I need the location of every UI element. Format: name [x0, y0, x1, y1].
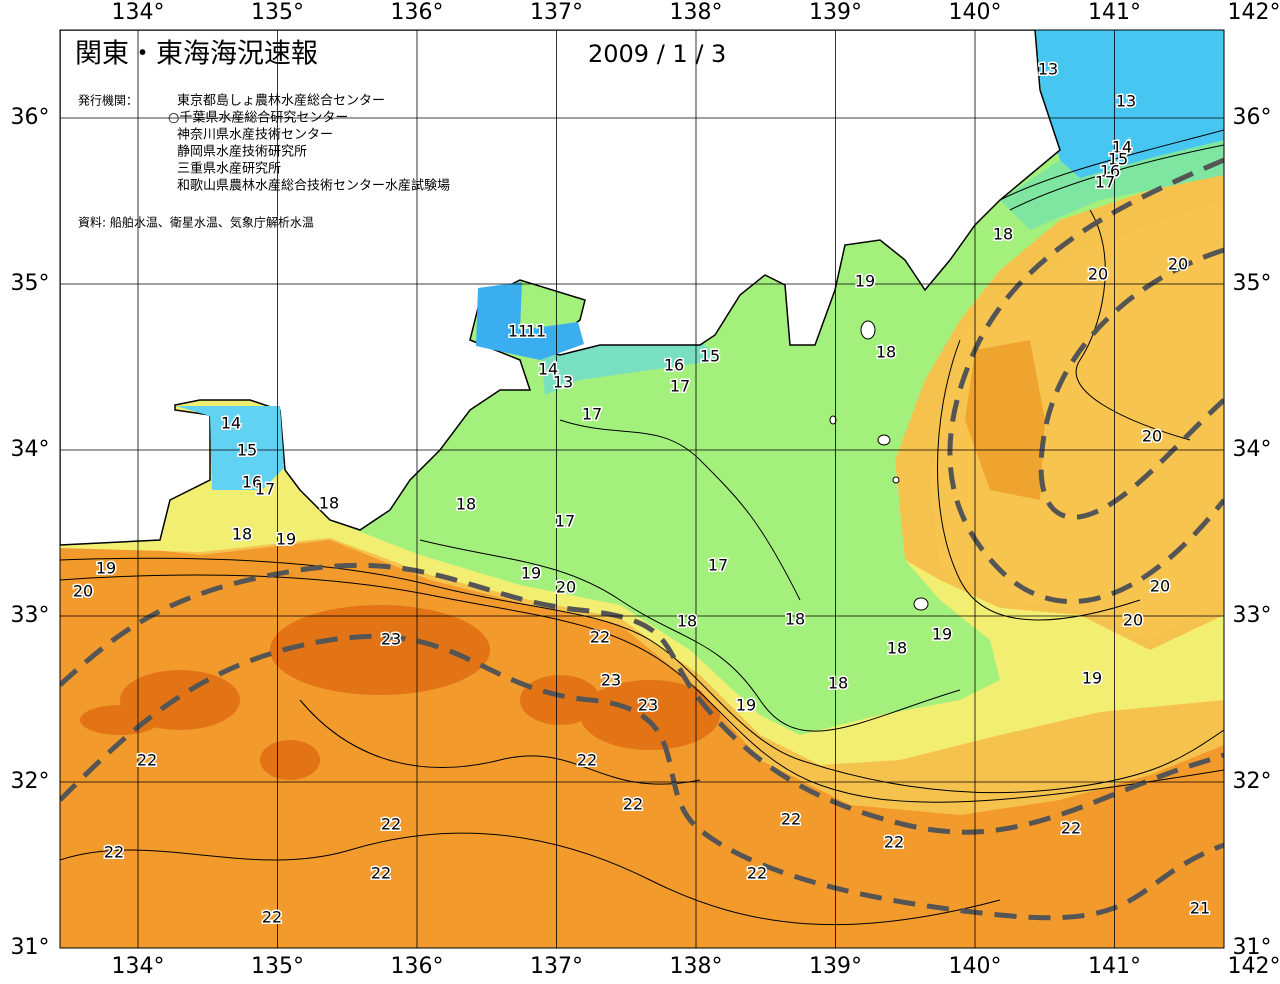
- lat-label-left: 33°: [11, 603, 50, 628]
- lat-label-right: 33°: [1233, 603, 1272, 628]
- isotherm-label: 22: [1061, 819, 1081, 838]
- isotherm-label: 19: [96, 559, 116, 578]
- lon-label-top: 140°: [949, 0, 1002, 25]
- isotherm-label: 22: [137, 751, 157, 770]
- isotherm-label: 15: [700, 347, 720, 366]
- issuer: 静岡県水産技術研究所: [177, 144, 307, 160]
- isotherm-label: 22: [747, 864, 767, 883]
- isotherm-label: 22: [104, 843, 124, 862]
- lon-label-bottom: 138°: [670, 954, 723, 979]
- issuer: 神奈川県水産技術センター: [177, 127, 333, 143]
- data-source: 資料: 船舶水温、衛星水温、気象庁解析水温: [78, 215, 314, 230]
- map-title: 関東・東海海況速報: [75, 39, 318, 70]
- isotherm-label: 23: [381, 630, 401, 649]
- lon-label-top: 139°: [809, 0, 862, 25]
- isotherm-label: 20: [1168, 255, 1188, 274]
- isotherm-label: 20: [1123, 611, 1143, 630]
- isotherm-label: 22: [262, 908, 282, 927]
- isotherm-label: 22: [577, 751, 597, 770]
- issuer: 三重県水産研究所: [177, 161, 281, 177]
- issuer: ○千葉県水産総合研究センター: [168, 110, 348, 126]
- isotherm-label: 17: [255, 480, 275, 499]
- isotherm-label: 22: [371, 864, 391, 883]
- isotherm-label: 13: [1116, 92, 1136, 111]
- isotherm-label: 20: [1088, 265, 1108, 284]
- isotherm-label: 17: [670, 377, 690, 396]
- lon-label-bottom: 134°: [112, 954, 165, 979]
- lat-label-left: 32°: [11, 769, 50, 794]
- lon-label-top: 137°: [530, 0, 583, 25]
- lat-label-right: 31°: [1233, 935, 1272, 960]
- isotherm-label: 18: [876, 343, 896, 362]
- isotherm-label: 18: [232, 525, 252, 544]
- lon-label-bottom: 141°: [1088, 954, 1141, 979]
- isotherm-label: 22: [590, 628, 610, 647]
- isotherm-label: 15: [237, 441, 257, 460]
- lon-label-top: 142°: [1228, 0, 1280, 25]
- lon-label-top: 141°: [1088, 0, 1141, 25]
- isotherm-label: 11: [526, 322, 546, 341]
- issuer: 和歌山県農林水産総合技術センター水産試験場: [177, 178, 450, 194]
- lat-label-left: 36°: [11, 105, 50, 130]
- isotherm-label: 22: [381, 815, 401, 834]
- isotherm-label: 21: [1190, 899, 1210, 918]
- isotherm-label: 22: [884, 833, 904, 852]
- issuer: 東京都島しょ農林水産総合センター: [177, 93, 385, 109]
- lat-label-left: 35°: [11, 271, 50, 296]
- lat-label-right: 32°: [1233, 769, 1272, 794]
- isotherm-label: 19: [855, 272, 875, 291]
- lon-label-top: 134°: [112, 0, 165, 25]
- isotherm-label: 23: [638, 696, 658, 715]
- isotherm-label: 19: [521, 564, 541, 583]
- lat-label-right: 35°: [1233, 271, 1272, 296]
- lat-label-left: 31°: [11, 935, 50, 960]
- isotherm-label: 18: [887, 639, 907, 658]
- map-date: 2009 / 1 / 3: [588, 40, 726, 68]
- isotherm-label: 16: [664, 356, 684, 375]
- isotherm-label: 17: [1095, 173, 1115, 192]
- lon-label-bottom: 139°: [809, 954, 862, 979]
- isotherm-label: 20: [556, 578, 576, 597]
- issuer-heading: 発行機関：: [78, 93, 138, 108]
- lon-label-bottom: 137°: [530, 954, 583, 979]
- isotherm-label: 18: [785, 610, 805, 629]
- isotherm-label: 17: [582, 405, 602, 424]
- isotherm-label: 18: [319, 494, 339, 513]
- isotherm-label: 19: [1082, 669, 1102, 688]
- isotherm-label: 22: [623, 795, 643, 814]
- lat-label-right: 36°: [1233, 105, 1272, 130]
- isotherm-label: 19: [276, 530, 296, 549]
- isotherm-label: 18: [456, 495, 476, 514]
- isotherm-label: 19: [932, 625, 952, 644]
- isotherm-label: 14: [221, 414, 241, 433]
- lon-label-top: 136°: [391, 0, 444, 25]
- lon-label-bottom: 136°: [391, 954, 444, 979]
- isotherm-label: 13: [553, 373, 573, 392]
- lon-label-bottom: 140°: [949, 954, 1002, 979]
- lon-label-bottom: 135°: [251, 954, 304, 979]
- lon-label-top: 138°: [670, 0, 723, 25]
- lon-label-top: 135°: [251, 0, 304, 25]
- isotherm-label: 23: [601, 671, 621, 690]
- isotherm-label: 19: [736, 696, 756, 715]
- lat-label-right: 34°: [1233, 437, 1272, 462]
- isotherm-label: 20: [1142, 427, 1162, 446]
- isotherm-label: 20: [1150, 577, 1170, 596]
- isotherm-label: 18: [828, 674, 848, 693]
- isotherm-label: 18: [677, 612, 697, 631]
- isotherm-label: 13: [1038, 60, 1058, 79]
- isotherm-label: 18: [993, 225, 1013, 244]
- isotherm-label: 22: [781, 810, 801, 829]
- isotherm-label: 17: [555, 512, 575, 531]
- lat-label-left: 34°: [11, 437, 50, 462]
- isotherm-label: 20: [73, 582, 93, 601]
- isotherm-label: 17: [708, 556, 728, 575]
